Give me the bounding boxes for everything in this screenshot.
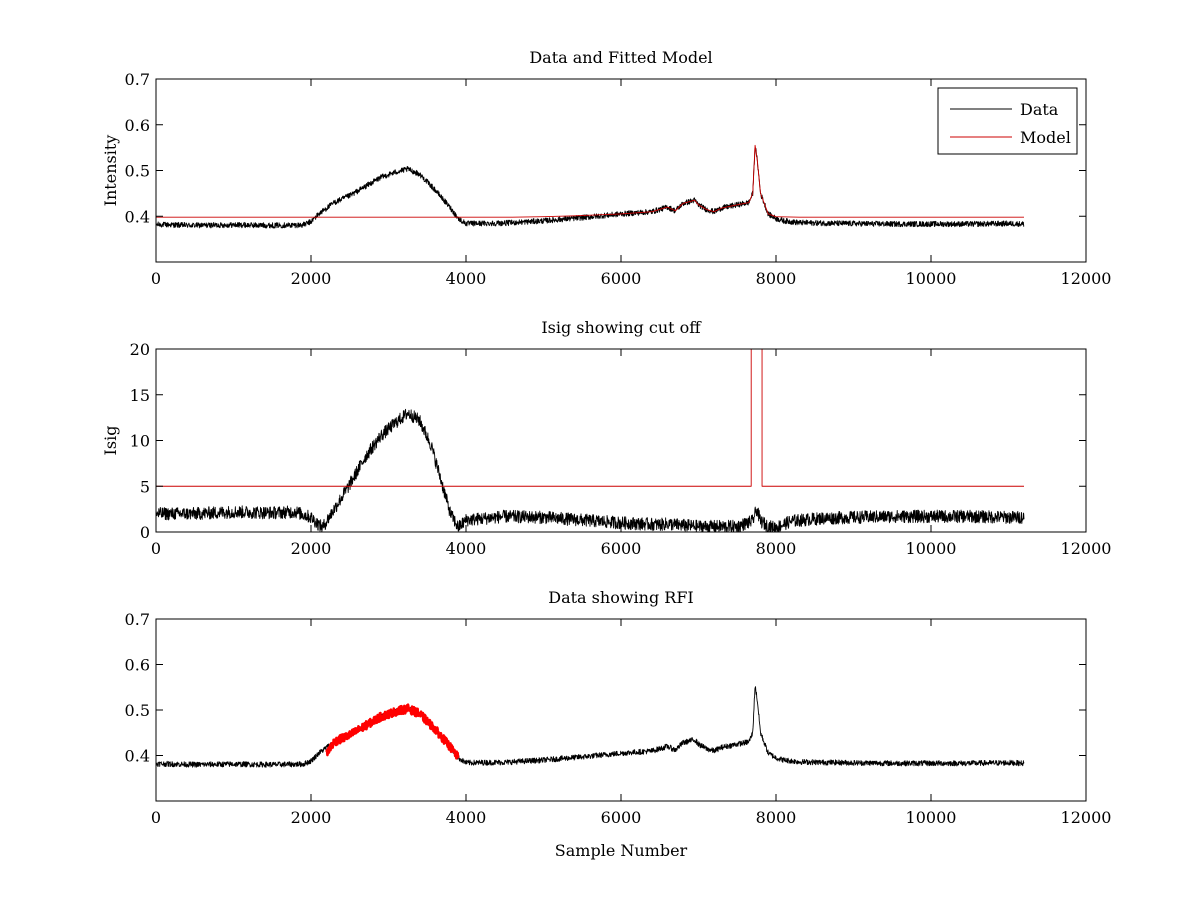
y-tick-label: 0.4 (125, 747, 150, 766)
y-tick-label: 0.5 (125, 162, 150, 181)
x-tick-label: 12000 (1061, 808, 1112, 827)
y-tick-label: 5 (140, 477, 150, 496)
series-line-2 (156, 144, 1024, 218)
x-tick-label: 6000 (601, 269, 642, 288)
chart-panel-3: 0 2000 4000 6000 8000 10000 12000 0.4 0.5 0.6 0.7 D… (125, 588, 1112, 860)
y-axis-label: Isig (101, 426, 120, 456)
y-tick-label: 15 (130, 386, 150, 405)
y-axis-label: Intensity (101, 135, 120, 207)
x-tick-label: 0 (151, 539, 161, 558)
x-axis-label: Sample Number (555, 841, 688, 860)
y-tick-label: 0 (140, 523, 150, 542)
legend: Data Model (937, 87, 1078, 155)
x-tick-label: 2000 (291, 808, 332, 827)
legend-label: Data (1020, 100, 1059, 119)
x-tick-label: 12000 (1061, 269, 1112, 288)
series-line-1 (156, 147, 1025, 229)
x-tick-label: 10000 (906, 269, 957, 288)
axes-box (155, 618, 1087, 802)
axes-box (155, 348, 1087, 533)
x-tick-label: 4000 (446, 539, 487, 558)
x-tick-label: 8000 (756, 539, 797, 558)
y-tick-label: 0.6 (125, 116, 150, 135)
series-line-2 (325, 703, 460, 760)
x-tick-label: 12000 (1061, 539, 1112, 558)
y-tick-label: 20 (130, 340, 150, 359)
x-tick-label: 8000 (756, 808, 797, 827)
x-tick-label: 2000 (291, 269, 332, 288)
y-tick-label: 0.7 (125, 70, 150, 89)
x-tick-label: 0 (151, 269, 161, 288)
series-line-1 (156, 686, 1025, 768)
y-tick-label: 0.4 (125, 207, 150, 226)
y-tick-label: 0.7 (125, 610, 150, 629)
chart-title: Isig showing cut off (541, 318, 702, 337)
x-tick-label: 6000 (601, 808, 642, 827)
x-tick-label: 0 (151, 808, 161, 827)
plot-area (156, 144, 1025, 229)
plot-area (156, 349, 1025, 532)
x-tick-label: 10000 (906, 539, 957, 558)
x-tick-label: 4000 (446, 269, 487, 288)
y-tick-label: 0.5 (125, 701, 150, 720)
x-tick-label: 4000 (446, 808, 487, 827)
series-line-1 (156, 408, 1025, 532)
x-tick-label: 8000 (756, 269, 797, 288)
legend-box (937, 87, 1078, 155)
y-tick-label: 10 (130, 432, 150, 451)
chart-title: Data and Fitted Model (529, 48, 712, 67)
chart-panel-1: 0 2000 4000 6000 8000 10000 12000 0.4 0.5 0.6 0.7 D… (101, 48, 1111, 288)
x-tick-label: 10000 (906, 808, 957, 827)
chart-title: Data showing RFI (548, 588, 693, 607)
series-line-2 (156, 349, 1024, 487)
legend-label: Model (1020, 128, 1071, 147)
x-tick-label: 2000 (291, 539, 332, 558)
x-tick-label: 6000 (601, 539, 642, 558)
y-tick-label: 0.6 (125, 656, 150, 675)
plot-area (156, 686, 1025, 768)
chart-panel-2: 0 2000 4000 6000 8000 10000 12000 0 5 10 15 20 Isig … (101, 318, 1111, 558)
